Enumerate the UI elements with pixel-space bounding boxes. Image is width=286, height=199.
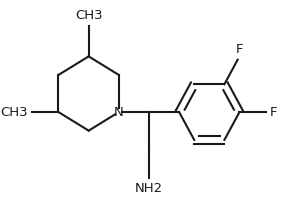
Text: NH2: NH2	[135, 182, 163, 195]
Text: CH3: CH3	[75, 9, 102, 21]
Text: F: F	[270, 106, 277, 119]
Text: F: F	[236, 43, 243, 56]
Text: CH3: CH3	[1, 106, 28, 119]
Text: N: N	[114, 106, 124, 119]
